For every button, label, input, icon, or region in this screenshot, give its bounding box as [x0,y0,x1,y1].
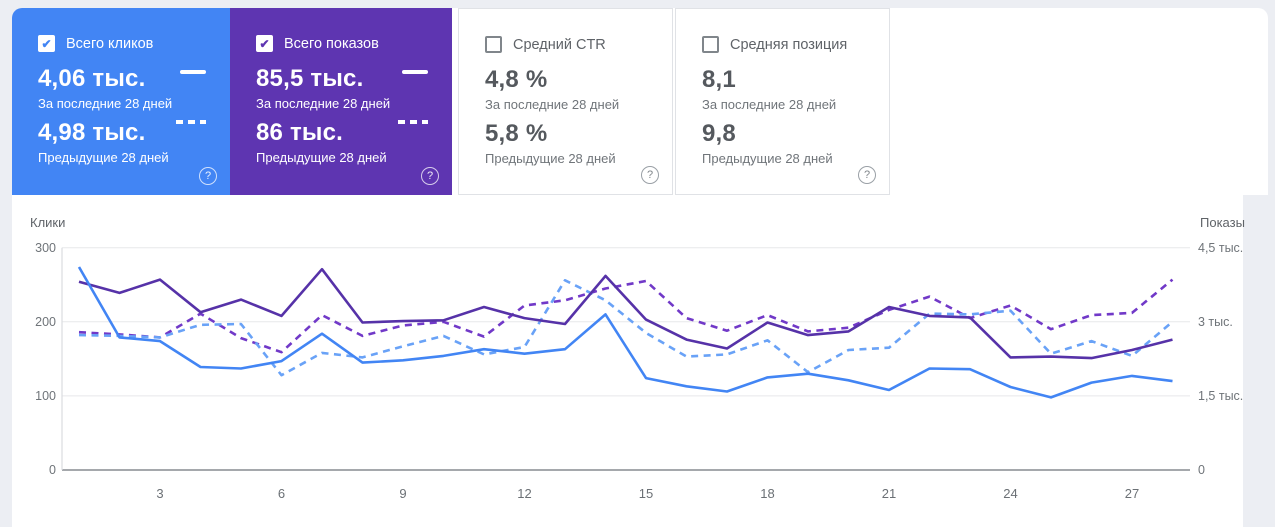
current-label: За последние 28 дней [38,96,173,111]
left-axis-tick-label: 100 [35,388,56,403]
previous-label: Предыдущие 28 дней [256,150,387,165]
x-axis-tick-label: 27 [1124,486,1140,501]
current-value: 4,06 тыс. [38,65,146,92]
checkbox-average-ctr[interactable] [485,36,502,53]
card-average-position[interactable]: Средняя позиция 8,1 За последние 28 дней… [675,8,890,195]
previous-value: 5,8 % [485,120,548,147]
help-icon[interactable]: ? [641,166,659,184]
current-label: За последние 28 дней [702,97,837,112]
x-axis-tick-label: 9 [399,486,407,501]
previous-label: Предыдущие 28 дней [485,151,616,166]
card-title: Всего кликов [66,35,154,52]
previous-value: 4,98 тыс. [38,119,146,146]
help-icon[interactable]: ? [421,167,439,185]
card-total-clicks[interactable]: ✔ Всего кликов 4,06 тыс. За последние 28… [12,8,230,195]
current-value: 4,8 % [485,66,548,93]
x-axis-tick-label: 18 [760,486,775,501]
x-axis-tick-label: 6 [277,486,286,501]
help-icon[interactable]: ? [199,167,217,185]
left-axis-tick-label: 300 [35,240,56,255]
x-axis-tick-label: 3 [156,486,164,501]
current-label: За последние 28 дней [256,96,391,111]
checkbox-total-clicks[interactable]: ✔ [38,35,55,52]
checkbox-average-position[interactable] [702,36,719,53]
left-axis-tick-label: 200 [35,314,56,329]
card-total-impressions[interactable]: ✔ Всего показов 85,5 тыс. За последние 2… [230,8,452,195]
previous-value: 86 тыс. [256,119,344,146]
solid-line-indicator-icon [180,70,206,74]
performance-chart-panel[interactable] [12,195,1243,527]
x-axis-tick-label: 12 [517,486,532,501]
previous-label: Предыдущие 28 дней [702,151,833,166]
checkbox-total-impressions[interactable]: ✔ [256,35,273,52]
current-value: 85,5 тыс. [256,65,364,92]
right-axis-tick-label: 4,5 тыс. [1198,240,1244,255]
card-title: Всего показов [284,35,379,52]
x-axis-tick-label: 24 [1003,486,1018,501]
left-axis-title: Клики [30,215,66,230]
right-axis-tick-label: 3 тыс. [1198,314,1233,329]
right-axis-tick-label: 0 [1198,463,1205,477]
right-axis-title: Показы [1200,215,1245,230]
right-axis-tick-label: 1,5 тыс. [1198,388,1244,403]
card-title: Средний CTR [513,36,606,53]
card-average-ctr[interactable]: Средний CTR 4,8 % За последние 28 дней 5… [458,8,673,195]
current-value: 8,1 [702,66,736,93]
x-axis-tick-label: 21 [881,486,897,501]
previous-label: Предыдущие 28 дней [38,150,169,165]
left-axis-tick-label: 0 [49,463,56,477]
dashed-line-indicator-icon [398,120,428,124]
card-title: Средняя позиция [730,36,848,53]
x-axis-tick-label: 15 [638,486,654,501]
help-icon[interactable]: ? [858,166,876,184]
previous-value: 9,8 [702,120,736,147]
solid-line-indicator-icon [402,70,428,74]
current-label: За последние 28 дней [485,97,620,112]
dashed-line-indicator-icon [176,120,206,124]
